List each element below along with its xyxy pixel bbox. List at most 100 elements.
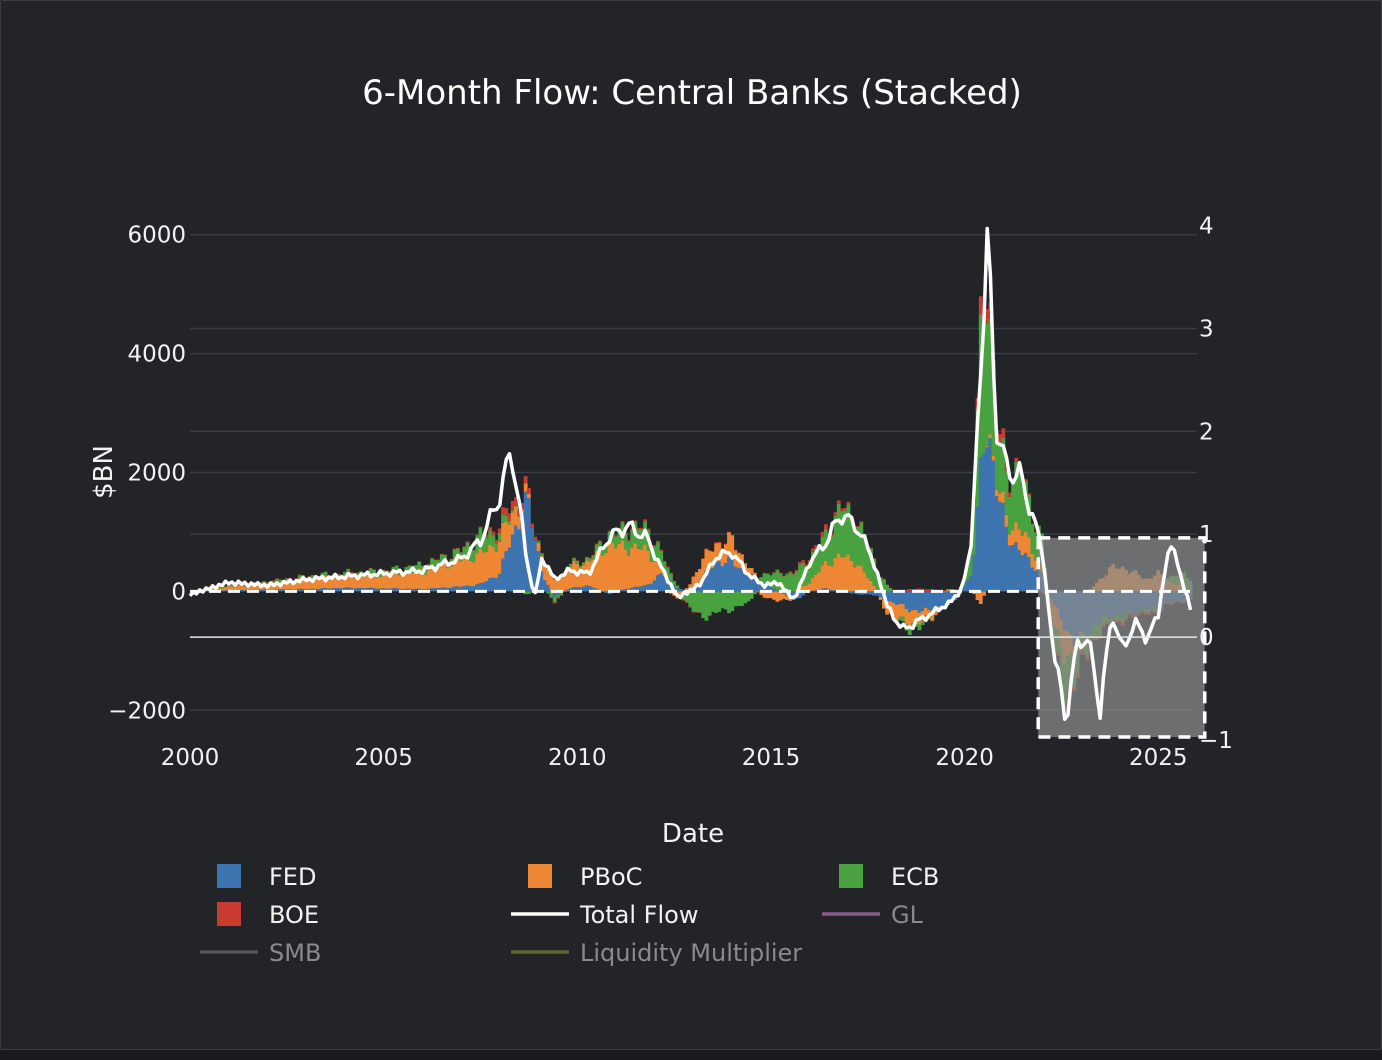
bar-fed	[539, 571, 544, 592]
legend-item[interactable]: PBoC	[528, 863, 642, 891]
bar-ecb	[672, 581, 677, 586]
bar-pboc	[268, 584, 273, 590]
bar-fed	[859, 591, 864, 595]
bar-fed	[798, 591, 802, 598]
bar-ecb	[355, 572, 360, 577]
legend-item[interactable]: FED	[217, 863, 316, 891]
bar-boe	[536, 540, 541, 542]
bar-pboc	[804, 585, 809, 592]
bar-ecb	[727, 591, 731, 614]
bar-fed	[620, 589, 625, 592]
bar-fed	[433, 588, 438, 592]
bar-ecb	[368, 568, 373, 573]
bar-pboc	[242, 586, 247, 591]
bar-boe	[407, 565, 412, 566]
legend-item[interactable]: ECB	[839, 863, 939, 891]
bar-pboc	[301, 578, 305, 589]
bar-pboc	[507, 524, 512, 548]
bar-fed	[301, 588, 305, 592]
bar-fed	[588, 586, 593, 592]
legend-item[interactable]: Liquidity Multiplier	[511, 939, 802, 967]
bar-boe	[272, 580, 276, 582]
bar-pboc	[769, 591, 773, 599]
bar-pboc	[617, 543, 622, 591]
bar-pboc	[246, 586, 251, 591]
bar-boe	[297, 574, 302, 576]
bar-pboc	[349, 575, 354, 588]
bar-pboc	[462, 557, 467, 587]
bar-ecb	[533, 539, 538, 540]
bar-ecb	[372, 569, 376, 574]
legend-item[interactable]: GL	[822, 901, 924, 929]
bar-fed	[814, 590, 819, 592]
bar-pboc	[749, 567, 754, 574]
bar-fed	[223, 590, 228, 592]
bar-pboc	[801, 585, 806, 592]
bar-ecb	[1007, 496, 1012, 535]
bar-boe	[1030, 523, 1035, 525]
bar-boe	[830, 533, 835, 537]
bar-pboc	[827, 565, 831, 590]
bar-pboc	[704, 549, 709, 571]
bar-pboc	[572, 561, 576, 588]
x-tick-label: 2000	[161, 745, 220, 771]
bar-boe	[381, 569, 386, 571]
bar-pboc	[975, 591, 980, 601]
bar-boe	[533, 536, 538, 540]
bar-pboc	[568, 566, 573, 589]
bar-pboc	[223, 587, 228, 591]
bar-ecb	[869, 548, 873, 581]
bar-fed	[833, 590, 838, 592]
bar-pboc	[397, 575, 402, 589]
bar-pboc	[762, 591, 767, 598]
legend-item[interactable]: Total Flow	[511, 901, 698, 929]
bar-pboc	[859, 565, 864, 592]
bar-fed	[585, 585, 589, 592]
bar-fed	[746, 575, 751, 592]
bar-boe	[504, 508, 509, 516]
bar-ecb	[785, 574, 790, 592]
bar-fed	[465, 585, 470, 592]
bar-ecb	[804, 566, 809, 586]
bar-pboc	[878, 597, 883, 600]
legend[interactable]: FED PBoC ECB BOE Total Flow GL SMB Liquidity Mu…	[200, 863, 939, 967]
bar-fed	[978, 457, 983, 592]
bar-ecb	[265, 582, 270, 585]
bar-fed	[343, 587, 347, 592]
bar-fed	[920, 591, 925, 611]
legend-item[interactable]: BOE	[217, 901, 319, 929]
bar-ecb	[614, 536, 618, 549]
bar-pboc	[652, 561, 657, 581]
bar-fed	[533, 539, 538, 592]
bar-ecb	[336, 574, 341, 577]
bar-fed	[478, 583, 483, 592]
bar-ecb	[698, 591, 702, 613]
bar-boe	[840, 508, 844, 512]
bar-pboc	[788, 598, 793, 601]
bar-ecb	[762, 573, 767, 584]
bar-ecb	[714, 591, 719, 613]
bar-pboc	[236, 585, 241, 590]
y2-tick-label: 0	[1199, 625, 1214, 651]
bar-pboc	[326, 578, 331, 589]
legend-item[interactable]: SMB	[200, 939, 321, 967]
bar-boe	[546, 593, 551, 594]
bar-pboc	[381, 574, 386, 589]
bar-boe	[523, 476, 528, 484]
bar-ecb	[1017, 471, 1022, 530]
bar-boe	[507, 513, 512, 521]
bar-pboc	[882, 600, 886, 609]
bar-pboc	[336, 576, 341, 589]
bar-ecb	[539, 553, 544, 557]
bar-boe	[1027, 493, 1032, 495]
bar-boe	[388, 571, 393, 572]
bar-boe	[323, 571, 328, 573]
bar-pboc	[465, 555, 470, 586]
bar-fed	[962, 586, 967, 592]
bar-fed	[891, 591, 896, 603]
bar-ecb	[1020, 486, 1025, 536]
bar-boe	[588, 557, 593, 559]
bar-ecb	[504, 515, 509, 522]
bar-pboc	[407, 571, 412, 589]
